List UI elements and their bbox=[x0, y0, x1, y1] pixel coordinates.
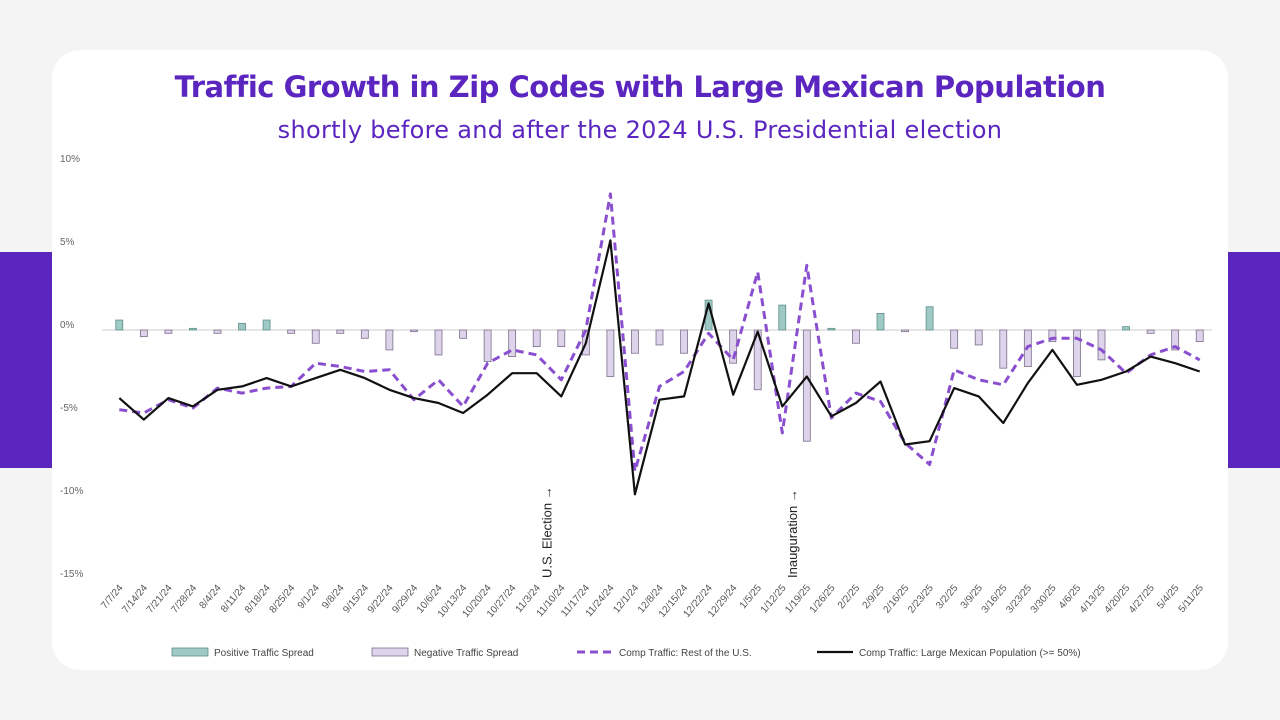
chart-card: 10% 5% 0% -5% -10% -15% 7/7/24 7/14/24 7/21/24 7/… bbox=[52, 50, 1228, 670]
positive-spread-bar bbox=[262, 319, 271, 331]
positive-spread-bar bbox=[238, 322, 246, 331]
negative-spread-bar bbox=[287, 329, 296, 334]
negative-spread-bar bbox=[508, 329, 517, 357]
negative-spread-bar bbox=[729, 329, 738, 364]
positive-spread-bar bbox=[925, 306, 934, 331]
negative-spread-bar bbox=[1195, 329, 1204, 343]
positive-spread-bar bbox=[115, 319, 124, 331]
chart-svg: 10%5%0%-5%-10%-15%7/7/247/14/247/21/247/… bbox=[60, 154, 1212, 659]
negative-spread-bar bbox=[434, 329, 443, 356]
negative-spread-bar bbox=[360, 329, 369, 339]
large-mexican-population-line bbox=[118, 239, 1201, 496]
legend-label: Comp Traffic: Large Mexican Population (… bbox=[859, 648, 1081, 659]
negative-spread-bar bbox=[1048, 329, 1057, 343]
legend-label: Comp Traffic: Rest of the U.S. bbox=[619, 648, 752, 659]
negative-spread-bar bbox=[901, 329, 909, 333]
y-tick-label: 5% bbox=[60, 237, 75, 248]
negative-spread-bar bbox=[459, 329, 467, 339]
negative-spread-bar bbox=[655, 329, 664, 346]
x-tick-label: 5/11/25 bbox=[1177, 583, 1207, 615]
negative-spread-bar bbox=[852, 329, 860, 344]
negative-spread-bar bbox=[483, 329, 492, 362]
legend-label: Positive Traffic Spread bbox=[214, 648, 314, 659]
positive-spread-bar bbox=[876, 312, 885, 331]
event-annotation: U.S. Election → bbox=[539, 486, 554, 578]
x-tick-label: 7/28/24 bbox=[169, 583, 199, 616]
negative-spread-bar bbox=[410, 329, 418, 333]
y-tick-label: -5% bbox=[60, 403, 78, 414]
negative-spread-bar bbox=[680, 329, 688, 354]
negative-spread-bar bbox=[753, 329, 762, 391]
negative-spread-bar bbox=[385, 329, 394, 351]
negative-spread-bar bbox=[631, 329, 639, 354]
y-tick-label: 0% bbox=[60, 320, 75, 331]
negative-spread-bar bbox=[606, 329, 615, 377]
negative-spread-bar bbox=[164, 329, 173, 334]
negative-spread-bar bbox=[802, 329, 811, 442]
x-tick-label: 9/1/24 bbox=[296, 583, 323, 612]
x-tick-label: 3/2/25 bbox=[934, 583, 961, 612]
chart-title: Traffic Growth in Zip Codes with Large M… bbox=[174, 70, 1106, 104]
negative-spread-bar bbox=[1146, 329, 1155, 334]
right-accent-band bbox=[1228, 252, 1280, 468]
positive-spread-bar bbox=[827, 327, 836, 331]
negative-spread-bar bbox=[336, 329, 345, 334]
negative-spread-bar bbox=[311, 329, 320, 344]
x-tick-label: 8/25/24 bbox=[268, 583, 298, 616]
negative-spread-bar bbox=[950, 329, 959, 349]
negative-spread-bar bbox=[974, 329, 983, 346]
x-tick-label: 3/30/25 bbox=[1029, 583, 1059, 616]
y-tick-label: 10% bbox=[60, 154, 80, 165]
negative-spread-bar bbox=[1073, 329, 1081, 377]
positive-spread-bar bbox=[1122, 326, 1130, 331]
event-annotation: Inauguration → bbox=[785, 489, 800, 578]
y-tick-label: -10% bbox=[60, 486, 83, 497]
x-tick-label: 2/23/25 bbox=[906, 583, 936, 616]
x-tick-label: 1/26/25 bbox=[808, 583, 838, 616]
negative-spread-bar bbox=[1171, 329, 1180, 351]
x-tick-label: 2/2/25 bbox=[836, 583, 863, 612]
legend-label: Negative Traffic Spread bbox=[414, 648, 518, 659]
positive-spread-bar bbox=[189, 327, 197, 331]
negative-spread-bar bbox=[999, 329, 1008, 369]
negative-spread-bar bbox=[557, 329, 566, 348]
chart-subtitle: shortly before and after the 2024 U.S. P… bbox=[277, 116, 1003, 144]
left-accent-band bbox=[0, 252, 52, 468]
negative-spread-bar bbox=[139, 329, 148, 338]
y-tick-label: -15% bbox=[60, 569, 83, 580]
negative-spread-bar bbox=[1097, 329, 1106, 361]
negative-spread-bar bbox=[213, 329, 222, 334]
negative-spread-bar bbox=[532, 329, 541, 348]
legend-swatch-negative bbox=[371, 647, 409, 657]
legend-swatch-positive bbox=[171, 647, 209, 657]
positive-spread-bar bbox=[778, 304, 787, 331]
x-tick-label: 4/27/25 bbox=[1127, 583, 1157, 616]
rest-of-us-line bbox=[119, 192, 1201, 473]
